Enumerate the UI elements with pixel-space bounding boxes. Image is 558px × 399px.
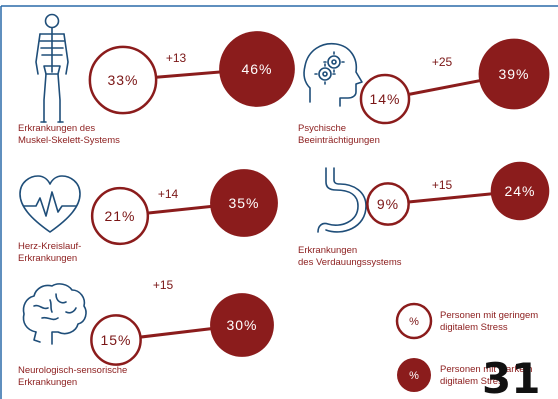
low-stress-value: 9% bbox=[377, 196, 399, 212]
legend-low-symbol: % bbox=[409, 316, 419, 328]
difference-label: +15 bbox=[153, 278, 174, 292]
difference-label: +13 bbox=[166, 51, 187, 65]
heart-pulse-icon bbox=[19, 175, 81, 233]
difference-label: +15 bbox=[432, 178, 453, 192]
low-stress-value: 15% bbox=[100, 332, 131, 348]
head-gears-icon bbox=[303, 42, 363, 107]
difference-label: +25 bbox=[432, 55, 453, 69]
category-label: Beeinträchtigungen bbox=[298, 135, 380, 146]
legend-high-line-2: digitalem Stress bbox=[440, 376, 508, 387]
category-label: Psychische bbox=[298, 123, 346, 134]
stomach-icon bbox=[317, 167, 367, 233]
low-stress-marker bbox=[90, 186, 150, 246]
high-stress-value: 24% bbox=[504, 183, 535, 199]
legend-high-line-1: Personen mit starkem bbox=[440, 364, 532, 375]
low-stress-value: 14% bbox=[369, 91, 400, 107]
high-stress-value: 35% bbox=[228, 195, 259, 211]
high-stress-marker bbox=[219, 31, 295, 107]
legend-low-marker bbox=[395, 302, 433, 340]
high-stress-marker bbox=[210, 293, 274, 357]
high-stress-value: 46% bbox=[241, 61, 272, 77]
legend: % Personen mit geringem digitalem Stress… bbox=[395, 302, 538, 392]
legend-low-line-1: Personen mit geringem bbox=[440, 310, 538, 321]
brain-icon bbox=[22, 283, 87, 345]
category-label: Erkrankungen des bbox=[18, 123, 95, 134]
high-stress-value: 30% bbox=[226, 317, 257, 333]
category-label: Erkrankungen bbox=[298, 245, 357, 256]
difference-label: +14 bbox=[158, 187, 179, 201]
low-stress-marker bbox=[359, 73, 411, 125]
legend-high-marker bbox=[397, 358, 431, 392]
low-stress-marker bbox=[90, 314, 142, 366]
chart-rows: 33% 46% +13 Erkrankungen desMuskel-Skelett-… bbox=[18, 31, 550, 388]
category-label: Erkrankungen bbox=[18, 377, 77, 388]
category-label: Muskel-Skelett-Systems bbox=[18, 135, 120, 146]
high-stress-marker bbox=[478, 38, 550, 110]
skeleton-icon bbox=[35, 13, 69, 123]
low-stress-marker bbox=[88, 45, 158, 115]
high-stress-value: 39% bbox=[498, 66, 529, 82]
low-stress-value: 21% bbox=[104, 208, 135, 224]
category-label: Neurologisch-sensorische bbox=[18, 365, 127, 376]
low-stress-marker bbox=[366, 182, 410, 226]
low-stress-value: 33% bbox=[107, 72, 138, 88]
high-stress-marker bbox=[210, 169, 278, 237]
high-stress-marker bbox=[490, 161, 550, 221]
page-number: 31 bbox=[482, 354, 540, 399]
category-label: Erkrankungen bbox=[18, 253, 77, 264]
category-label: des Verdauungssystems bbox=[298, 257, 402, 268]
legend-high-symbol: % bbox=[409, 370, 419, 382]
category-label: Herz-Kreislauf- bbox=[18, 241, 81, 252]
legend-low-line-2: digitalem Stress bbox=[440, 322, 508, 333]
